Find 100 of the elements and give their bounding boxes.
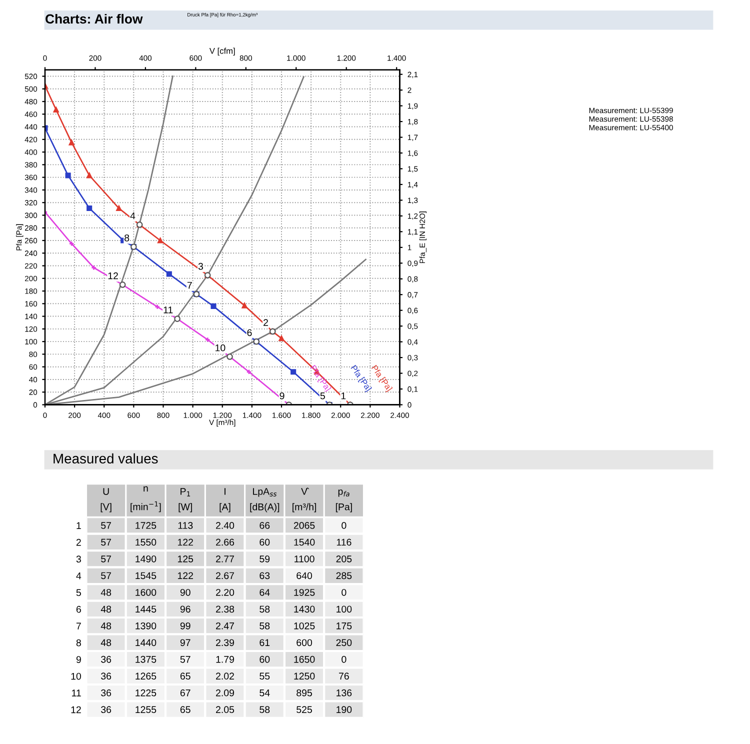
data-label: 1545: [136, 572, 156, 580]
annotation: 3: [198, 262, 203, 270]
y-tick-label: 6: [76, 606, 81, 613]
data-label: 58: [260, 706, 270, 714]
y-tick-label: 4: [76, 572, 82, 580]
data-label: 76: [339, 672, 349, 680]
data-label: 1025: [294, 622, 315, 630]
data-label: 2.02: [216, 672, 234, 680]
data-label: 250: [336, 639, 352, 646]
data-label: 1.79: [216, 656, 234, 663]
data-label: 1225: [136, 689, 156, 696]
point: [86, 206, 92, 212]
data-label: 99: [180, 622, 190, 630]
data-label: 122: [178, 538, 193, 546]
annotation: 2: [264, 319, 268, 326]
data-label: 895: [296, 689, 312, 696]
x-tick-label: P$_{1}$ [W]: [178, 488, 192, 512]
data-label: 2.39: [216, 639, 234, 646]
data-label: 63: [260, 572, 270, 580]
chart-title: Measured values: [54, 453, 158, 464]
data-label: 125: [178, 555, 194, 562]
data-label: 2.47: [216, 622, 234, 630]
data-label: 122: [178, 572, 193, 580]
data-label: 175: [336, 622, 352, 630]
data-label: 57: [101, 556, 111, 562]
data-label: 205: [336, 555, 352, 562]
data-label: 90: [180, 588, 190, 596]
data-label: 64: [260, 588, 270, 596]
data-label: 55: [260, 672, 270, 680]
data-label: 54: [260, 690, 270, 696]
data-label: 2.66: [216, 538, 234, 546]
y-tick-label: 1: [76, 522, 81, 529]
data-label: 57: [180, 656, 190, 663]
data-label: 0: [342, 522, 346, 529]
data-label: 1550: [136, 538, 156, 546]
data-label: 2.38: [216, 606, 234, 613]
x-tick-label: n [min$^{−1}$]: [130, 486, 161, 512]
y-tick-label: 8: [76, 639, 81, 646]
annotation: 11: [164, 306, 173, 314]
y-tick-label: 2: [76, 538, 81, 546]
y-tick-label: 11: [72, 690, 81, 696]
y-tick-label: 3: [76, 556, 81, 563]
data-label: 525: [296, 706, 312, 714]
data-label: 136: [336, 689, 352, 696]
data-label: 60: [260, 538, 270, 546]
data-label: 67: [180, 689, 190, 696]
data-label: 48: [100, 622, 112, 630]
data-label: 0: [342, 588, 346, 596]
data-label: 57: [101, 522, 111, 529]
data-label: 96: [180, 606, 190, 613]
data-label: 97: [180, 639, 190, 646]
y-tick-label: 12: [71, 706, 81, 714]
data-label: 1600: [136, 588, 156, 596]
data-label: 60: [260, 656, 270, 663]
data-label: 61: [260, 639, 270, 646]
data-label: 2.09: [216, 689, 234, 696]
x-tick-label: I [A]: [220, 488, 230, 512]
data-label: 1375: [136, 656, 156, 663]
data-label: 2.77: [216, 555, 234, 562]
data-label: 2.67: [216, 572, 234, 580]
point: [290, 369, 296, 375]
data-label: 1265: [136, 672, 156, 680]
data-label: 36: [101, 689, 112, 696]
x-tick-label: U [V]: [100, 488, 112, 512]
y-tick-label: 7: [76, 622, 81, 630]
data-label: 36: [101, 656, 112, 663]
data-label: 65: [180, 672, 190, 680]
point: [53, 106, 59, 113]
annotation: 5: [320, 392, 325, 400]
x-tick-label: p$_{fa}$ [Pa]: [336, 490, 352, 512]
x2-axis-title: V [cfm]: [209, 48, 235, 56]
point: [65, 172, 71, 178]
data-label: 640: [296, 572, 312, 580]
annotation: 8: [124, 234, 130, 242]
data-label: 58: [260, 622, 270, 630]
data-label: 65: [180, 706, 190, 714]
data-label: 2.20: [216, 588, 234, 596]
data-label: 36: [101, 706, 112, 714]
annotation: 10: [216, 344, 226, 352]
data-label: 1250: [294, 672, 315, 680]
annotation: 4: [130, 212, 136, 220]
data-label: 59: [260, 555, 270, 562]
data-label: 66: [260, 522, 270, 529]
data-label: 48: [100, 588, 112, 596]
data-label: 1650: [294, 656, 315, 663]
data-label: 1490: [136, 555, 156, 562]
data-label: 116: [336, 538, 352, 546]
data-label: 57: [101, 538, 111, 546]
data-label: 48: [100, 639, 112, 646]
annotation: 9: [280, 392, 284, 400]
data-label: 1440: [136, 639, 156, 646]
data-label: 2.05: [216, 706, 234, 714]
data-label: 1430: [294, 606, 315, 613]
annotation: 12: [108, 272, 118, 280]
y-tick-label: 5: [76, 589, 81, 596]
annotation: 1: [341, 392, 346, 400]
y-tick-label: 10: [71, 672, 82, 680]
data-label: 1725: [136, 522, 156, 529]
data-label: 600: [296, 639, 312, 646]
point: [166, 271, 172, 277]
